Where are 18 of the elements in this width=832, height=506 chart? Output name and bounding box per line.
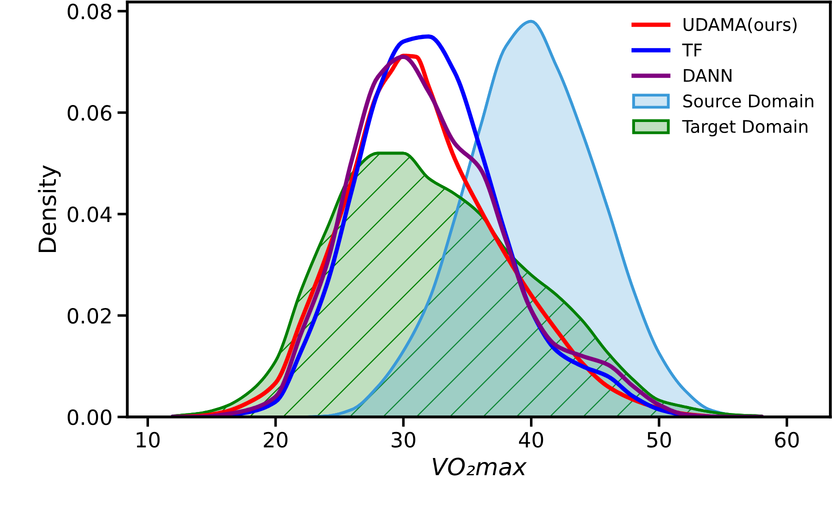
legend-label: DANN <box>684 69 732 82</box>
legend-label: Source Domain <box>683 94 814 108</box>
legend-label: Target Domain <box>682 120 808 136</box>
x-tick-label: 10 <box>136 432 160 448</box>
x-tick-label: 60 <box>775 432 799 448</box>
y-tick-label: 0.08 <box>68 4 112 20</box>
legend-label: TF <box>682 44 702 56</box>
y-tick-label: 0.00 <box>68 409 112 426</box>
y-tick-label: 0.02 <box>68 308 111 324</box>
x-tick-label: 50 <box>647 432 671 448</box>
legend-label: UDAMA(ours) <box>684 18 797 34</box>
x-tick-label: 30 <box>392 432 416 448</box>
y-tick-label: 0.06 <box>68 105 112 121</box>
x-tick-label: 40 <box>518 432 544 448</box>
y-axis-title: Density <box>38 165 61 252</box>
y-tick-label: 0.04 <box>68 206 112 222</box>
x-tick-label: 20 <box>264 432 288 448</box>
x-axis-title: VO₂max <box>432 458 527 476</box>
